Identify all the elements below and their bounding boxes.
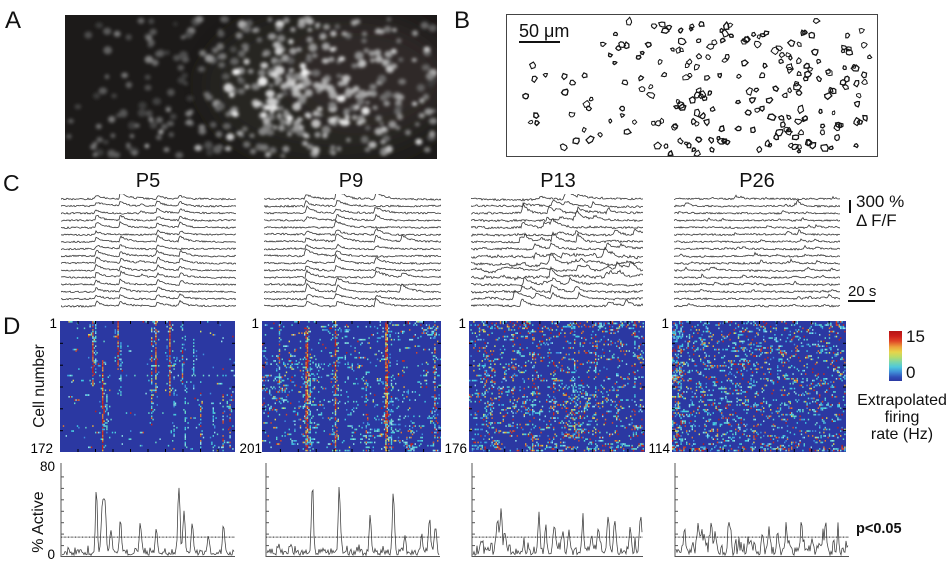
svg-text:50 μm: 50 μm — [519, 21, 569, 41]
